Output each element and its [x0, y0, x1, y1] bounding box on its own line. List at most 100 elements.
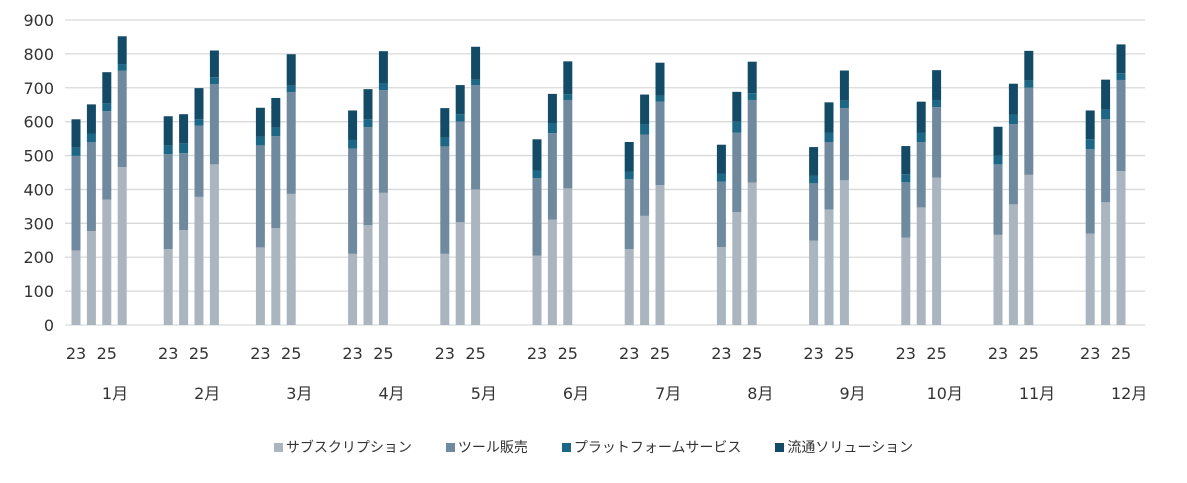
bar-segment — [993, 126, 1003, 156]
bar-segment — [1116, 44, 1126, 74]
bar-segment — [286, 85, 296, 93]
bar-segment — [378, 90, 388, 193]
bar-segment — [102, 111, 112, 200]
y-tick-label: 900 — [23, 11, 54, 30]
bar-segment — [640, 124, 650, 135]
bar-segment — [1101, 202, 1111, 325]
bar-segment — [1024, 80, 1034, 88]
bar-segment — [440, 253, 450, 325]
bar-segment — [732, 121, 742, 133]
x-month-label: 7月 — [655, 384, 681, 403]
bar-segment — [932, 70, 942, 100]
bar-segment — [471, 46, 481, 80]
bar-segment — [932, 177, 942, 325]
bar-segment — [901, 174, 911, 183]
bar-segment — [86, 231, 96, 325]
bar-segment — [716, 173, 726, 182]
bar-segment — [1024, 87, 1034, 175]
bar-segment — [747, 99, 757, 183]
bar-segment — [809, 175, 819, 184]
legend-item-distribution-solution: 流通ソリューション — [775, 437, 913, 457]
bar-segment — [624, 249, 634, 325]
x-month-label: 11月 — [1019, 384, 1055, 403]
bar-segment — [1101, 79, 1111, 110]
bar-segment — [163, 145, 173, 155]
bar-segment — [286, 54, 296, 86]
x-year-label: 23 — [1080, 344, 1100, 363]
bar-segment — [348, 139, 358, 149]
x-year-label: 23 — [158, 344, 178, 363]
x-year-label: 25 — [742, 344, 762, 363]
bar-segment — [1101, 119, 1111, 203]
y-tick-label: 600 — [23, 113, 54, 132]
bar-segment — [916, 142, 926, 208]
bar-segment — [255, 107, 265, 137]
bar-segment — [455, 222, 465, 325]
bar-segment — [624, 179, 634, 250]
bar-segment — [1116, 73, 1126, 80]
bar-segment — [117, 167, 127, 325]
bar-segment — [163, 154, 173, 250]
legend-label: プラットフォームサービス — [573, 440, 742, 456]
legend-swatch — [561, 442, 571, 452]
bar-segment — [1085, 149, 1095, 234]
bar-segment — [255, 145, 265, 248]
bar-segment — [71, 119, 81, 148]
bar-segment — [747, 182, 757, 325]
bar-segment — [1024, 50, 1034, 81]
bar-segment — [194, 119, 204, 126]
x-year-label: 23 — [527, 344, 547, 363]
bar-segment — [194, 88, 204, 120]
bar-segment — [547, 133, 557, 220]
bar-segment — [378, 192, 388, 325]
bar-segment — [455, 121, 465, 223]
bar-segment — [471, 85, 481, 190]
bar-segment — [624, 171, 634, 180]
bar-segment — [1085, 139, 1095, 150]
y-tick-label: 800 — [23, 45, 54, 64]
bar-segment — [1008, 124, 1018, 205]
bar-segment — [271, 228, 281, 325]
bar-segment — [993, 234, 1003, 325]
y-tick-label: 0 — [44, 316, 54, 335]
x-year-label: 23 — [988, 344, 1008, 363]
bar-segment — [194, 125, 204, 197]
bar-segment — [839, 108, 849, 181]
bar-segment — [839, 70, 849, 101]
bar-segment — [455, 114, 465, 122]
legend-swatch — [445, 442, 455, 452]
bar-segment — [640, 94, 650, 125]
x-month-label: 8月 — [747, 384, 773, 403]
bar-segment — [363, 119, 373, 128]
bar-segment — [348, 148, 358, 254]
bar-segment — [809, 183, 819, 241]
x-year-label: 23 — [250, 344, 270, 363]
bar-segment — [1085, 233, 1095, 325]
bar-segment — [732, 91, 742, 122]
x-month-label: 1月 — [102, 384, 128, 403]
x-year-label: 25 — [465, 344, 485, 363]
x-year-label: 23 — [896, 344, 916, 363]
bar-segment — [271, 136, 281, 229]
bar-segment — [86, 104, 96, 134]
bar-segment — [179, 143, 189, 154]
bar-segment — [532, 255, 542, 325]
bar-segment — [916, 207, 926, 325]
bar-segment — [916, 132, 926, 142]
bar-segment — [440, 137, 450, 147]
bar-segment — [640, 215, 650, 325]
bar-segment — [716, 144, 726, 174]
x-year-label: 25 — [1019, 344, 1039, 363]
y-tick-label: 100 — [23, 282, 54, 301]
bar-segment — [716, 181, 726, 248]
bar-segment — [86, 133, 96, 142]
x-year-label: 25 — [650, 344, 670, 363]
bar-segment — [255, 247, 265, 325]
bar-segment — [348, 253, 358, 325]
bar-segment — [747, 61, 757, 94]
bar-segment — [655, 101, 665, 186]
bar-segment — [993, 155, 1003, 165]
bar-segment — [809, 240, 819, 325]
x-year-label: 25 — [97, 344, 117, 363]
